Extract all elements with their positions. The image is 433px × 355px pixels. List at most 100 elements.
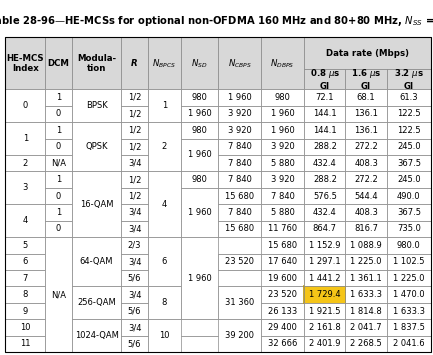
Bar [5,171,431,188]
Text: 2/3: 2/3 [128,241,141,250]
Text: 2 041.7: 2 041.7 [350,323,382,332]
Bar [261,319,304,336]
Text: 5 880: 5 880 [271,208,294,217]
Bar [304,319,346,336]
Bar [304,106,346,122]
Text: 5/6: 5/6 [128,339,141,349]
Bar [218,286,261,319]
Bar [387,303,431,319]
Bar [121,89,148,106]
Bar [45,122,72,138]
Bar [387,171,431,188]
Bar [148,286,181,319]
Bar [121,221,148,237]
Text: 1 960: 1 960 [187,109,211,118]
Bar [304,270,346,286]
Bar [346,122,387,138]
Bar [387,188,431,204]
Text: 0: 0 [56,142,61,151]
Text: 245.0: 245.0 [397,175,420,184]
Bar [304,286,346,303]
Bar [5,270,45,286]
Text: 3/4: 3/4 [128,224,141,233]
Bar [218,171,261,188]
Text: 15 680: 15 680 [225,192,254,201]
Bar [121,37,148,89]
Text: 288.2: 288.2 [313,142,337,151]
Bar [72,286,121,319]
Bar [346,237,387,253]
Text: 5/6: 5/6 [128,307,141,316]
Bar [387,319,431,336]
Text: 3: 3 [23,183,28,192]
Text: 1: 1 [56,93,61,102]
Bar [346,303,387,319]
Text: 1 960: 1 960 [228,93,252,102]
Bar [148,37,181,89]
Bar [181,237,218,319]
Text: 23 520: 23 520 [268,290,297,299]
Text: 735.0: 735.0 [397,224,421,233]
Text: 19 600: 19 600 [268,274,297,283]
Bar [45,237,72,352]
Text: 1 921.5: 1 921.5 [309,307,341,316]
Text: Table 28-96$\bf{—}$HE-MCSs for optional non-OFDMA 160 MHz and 80+80 MHz, $\mathi: Table 28-96$\bf{—}$HE-MCSs for optional … [0,14,433,28]
Text: 1 361.1: 1 361.1 [350,274,382,283]
Text: 72.1: 72.1 [316,93,334,102]
Text: 408.3: 408.3 [354,208,378,217]
Bar [387,336,431,352]
Text: 64-QAM: 64-QAM [80,257,113,266]
Bar [5,237,45,253]
Bar [261,188,304,204]
Bar [261,122,304,138]
Bar [5,138,431,155]
Text: N/A: N/A [51,159,66,168]
Bar [5,336,45,352]
Bar [121,188,148,204]
Bar [261,336,304,352]
Bar [218,138,261,155]
Text: 6: 6 [162,257,167,266]
Text: 1 960: 1 960 [271,126,294,135]
Text: 3.2 $\mu$s
GI: 3.2 $\mu$s GI [394,67,424,91]
Bar [148,319,181,352]
Text: Modula-
tion: Modula- tion [77,54,116,73]
Bar [346,336,387,352]
Text: 1 960: 1 960 [187,208,211,217]
Text: 10: 10 [159,331,170,340]
Bar [261,171,304,188]
Text: 1: 1 [23,134,28,143]
Bar [5,253,45,270]
Bar [218,155,261,171]
Text: $\mathit{N}_{DBPS}$: $\mathit{N}_{DBPS}$ [271,57,295,70]
Text: 7 840: 7 840 [228,208,252,217]
Bar [346,138,387,155]
Text: 136.1: 136.1 [354,109,378,118]
Bar [304,69,346,89]
Text: 32 666: 32 666 [268,339,297,349]
Bar [387,253,431,270]
Bar [121,319,148,336]
Bar [121,286,148,303]
Bar [261,204,304,221]
Text: 0: 0 [56,224,61,233]
Bar [5,155,45,171]
Text: 5: 5 [23,241,28,250]
Bar [148,89,181,122]
Bar [218,188,261,204]
Text: 1/2: 1/2 [128,109,141,118]
Text: 272.2: 272.2 [354,175,378,184]
Bar [304,122,346,138]
Text: 7 840: 7 840 [228,175,252,184]
Text: 39 200: 39 200 [225,331,254,340]
Bar [218,204,261,221]
Bar [261,270,304,286]
Bar [387,89,431,106]
Text: 432.4: 432.4 [313,208,337,217]
Bar [218,253,261,270]
Text: 1 225.0: 1 225.0 [350,257,382,266]
Bar [387,155,431,171]
Bar [45,204,72,221]
Bar [121,270,148,286]
Bar [45,37,72,89]
